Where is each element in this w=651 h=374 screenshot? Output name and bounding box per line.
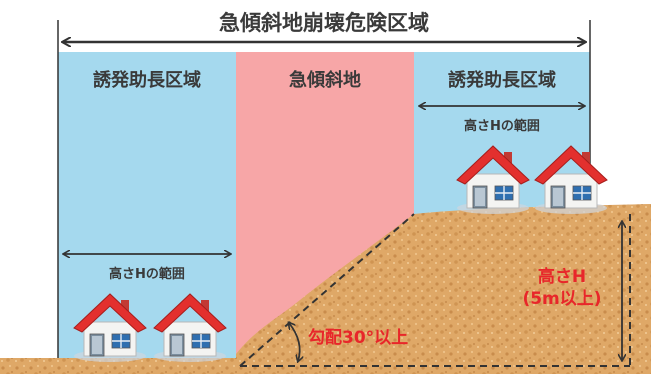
right-height-range-label: 高さHの範囲	[464, 118, 540, 134]
angle-arc-arrow	[289, 323, 300, 361]
soil-slope	[236, 204, 651, 374]
diagram-title: 急傾斜地崩壊危険区域	[219, 11, 429, 35]
height-label-line2: (5m以上)	[522, 289, 601, 309]
left-height-range-label: 高さHの範囲	[109, 266, 185, 282]
height-label-line1: 高さH	[538, 266, 586, 287]
right-zone-label: 誘発助長区域	[448, 69, 556, 91]
left-zone-label: 誘発助長区域	[93, 69, 201, 91]
slope-dashed-line	[239, 213, 415, 367]
center-zone-label: 急傾斜地	[289, 69, 361, 91]
gradient-label: 勾配30°以上	[308, 327, 408, 348]
